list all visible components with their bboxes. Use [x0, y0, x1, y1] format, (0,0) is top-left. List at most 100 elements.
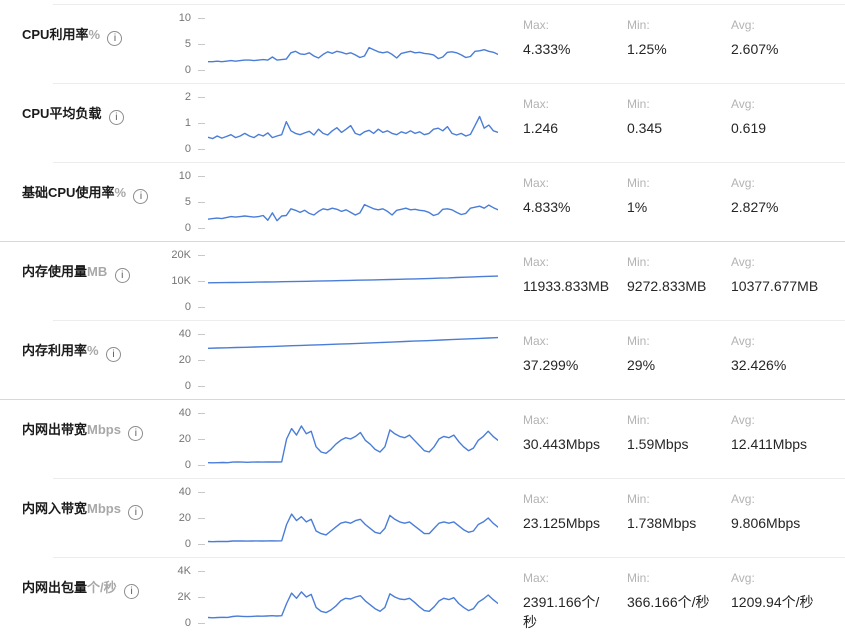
y-axis: 20K 10K 0	[163, 241, 205, 320]
metric-name: 内网入带宽	[22, 501, 88, 516]
info-icon[interactable]: i	[128, 505, 144, 520]
metric-unit: %	[88, 27, 101, 42]
tick-mark-icon	[198, 622, 205, 624]
metric-row-lan-out-bandwidth: 内网出带宽Mbps i 40 20 0 Max: 30.443Mbps Min: 1…	[0, 399, 845, 478]
sparkline-chart[interactable]	[208, 4, 498, 83]
avg-value: 2.827%	[731, 199, 779, 215]
metric-unit: %	[114, 185, 127, 200]
min-value: 1.59Mbps	[627, 436, 689, 452]
max-value: 11933.833MB	[523, 278, 610, 294]
sparkline-chart[interactable]	[208, 557, 498, 634]
metric-unit: %	[87, 343, 99, 358]
avg-value: 12.411Mbps	[731, 436, 808, 452]
min-value: 366.166个/秒	[627, 594, 710, 610]
avg-value: 10377.677MB	[731, 278, 819, 294]
y-axis: 4K 2K 0	[163, 557, 205, 634]
tick-mark-icon	[198, 491, 205, 493]
min-label: Min:	[627, 18, 650, 32]
info-icon[interactable]: i	[106, 347, 122, 362]
metric-label: 基础CPU使用率% i	[0, 162, 163, 241]
sparkline-chart[interactable]	[208, 162, 498, 241]
metric-row-lan-out-packets: 内网出包量个/秒 i 4K 2K 0 Max: 2391.166个/秒 Min: 3…	[0, 557, 845, 634]
y-tick-label: 5	[184, 38, 191, 50]
y-axis: 40 20 0	[163, 478, 205, 557]
metric-unit: Mbps	[87, 422, 121, 437]
stats: Max: 4.833% Min: 1% Avg: 2.827%	[523, 162, 845, 241]
avg-label: Avg:	[731, 492, 755, 506]
stats: Max: 4.333% Min: 1.25% Avg: 2.607%	[523, 4, 845, 83]
sparkline-chart[interactable]	[208, 83, 498, 162]
min-value: 1%	[627, 199, 648, 215]
avg-value: 0.619	[731, 120, 767, 136]
metric-label: 内网出带宽Mbps i	[0, 399, 163, 478]
tick-mark-icon	[198, 517, 205, 519]
metric-unit: 个/秒	[87, 580, 117, 595]
avg-label: Avg:	[731, 255, 755, 269]
tick-mark-icon	[198, 69, 205, 71]
metric-name: 内存使用量	[22, 264, 88, 279]
y-tick-label: 40	[178, 328, 191, 340]
min-value: 0.345	[627, 120, 663, 136]
y-axis: 40 20 0	[163, 320, 205, 399]
max-label: Max:	[523, 492, 550, 506]
y-tick-label: 0	[184, 617, 191, 629]
max-value: 37.299%	[523, 357, 579, 373]
min-label: Min:	[627, 176, 650, 190]
metric-name: CPU平均负载	[22, 106, 102, 121]
min-label: Min:	[627, 255, 650, 269]
info-icon[interactable]: i	[133, 189, 149, 204]
y-tick-label: 0	[184, 380, 191, 392]
y-tick-label: 1	[184, 117, 191, 129]
min-value: 1.738Mbps	[627, 515, 697, 531]
metric-row-memory-utilization: 内存利用率% i 40 20 0 Max: 37.299% Min: 29% Avg…	[0, 320, 845, 399]
y-tick-label: 10	[178, 12, 191, 24]
info-icon[interactable]: i	[128, 426, 144, 441]
sparkline-chart[interactable]	[208, 399, 498, 478]
tick-mark-icon	[198, 333, 205, 335]
info-icon[interactable]: i	[124, 584, 140, 599]
tick-mark-icon	[198, 175, 205, 177]
stats: Max: 37.299% Min: 29% Avg: 32.426%	[523, 320, 845, 399]
avg-value: 2.607%	[731, 41, 779, 57]
metric-unit: Mbps	[87, 501, 121, 516]
metric-label: 内网出包量个/秒 i	[0, 557, 163, 634]
y-tick-label: 0	[184, 64, 191, 76]
y-axis: 10 5 0	[163, 162, 205, 241]
sparkline-chart[interactable]	[208, 478, 498, 557]
tick-mark-icon	[198, 201, 205, 203]
max-value: 1.246	[523, 120, 559, 136]
info-icon[interactable]: i	[114, 268, 130, 283]
tick-mark-icon	[198, 122, 205, 124]
metric-name: 内存利用率	[22, 343, 88, 358]
avg-value: 1209.94个/秒	[731, 594, 814, 610]
min-value: 9272.833MB	[627, 278, 707, 294]
avg-label: Avg:	[731, 97, 755, 111]
metric-row-lan-in-bandwidth: 内网入带宽Mbps i 40 20 0 Max: 23.125Mbps Min: 1…	[0, 478, 845, 557]
y-tick-label: 40	[178, 486, 191, 498]
y-tick-label: 5	[184, 196, 191, 208]
max-value: 4.833%	[523, 199, 571, 215]
avg-label: Avg:	[731, 176, 755, 190]
tick-mark-icon	[198, 570, 205, 572]
avg-value: 9.806Mbps	[731, 515, 801, 531]
tick-mark-icon	[198, 227, 205, 229]
min-label: Min:	[627, 571, 650, 585]
metric-unit: MB	[87, 264, 108, 279]
tick-mark-icon	[198, 254, 205, 256]
metric-name: 内网出带宽	[22, 422, 88, 437]
sparkline-chart[interactable]	[208, 320, 498, 399]
info-icon[interactable]: i	[107, 31, 123, 46]
stats: Max: 11933.833MB Min: 9272.833MB Avg: 10377…	[523, 241, 845, 320]
metric-row-memory-used: 内存使用量MB i 20K 10K 0 Max: 11933.833MB Min:…	[0, 241, 845, 320]
info-icon[interactable]: i	[108, 110, 124, 125]
avg-value: 32.426%	[731, 357, 787, 373]
metric-label: CPU利用率% i	[0, 4, 163, 83]
y-tick-label: 0	[184, 301, 191, 313]
metric-label: 内网入带宽Mbps i	[0, 478, 163, 557]
y-tick-label: 2	[184, 91, 191, 103]
y-tick-label: 0	[184, 222, 191, 234]
metric-label: 内存利用率% i	[0, 320, 163, 399]
sparkline-chart[interactable]	[208, 241, 498, 320]
metric-name: 基础CPU使用率	[22, 185, 115, 200]
